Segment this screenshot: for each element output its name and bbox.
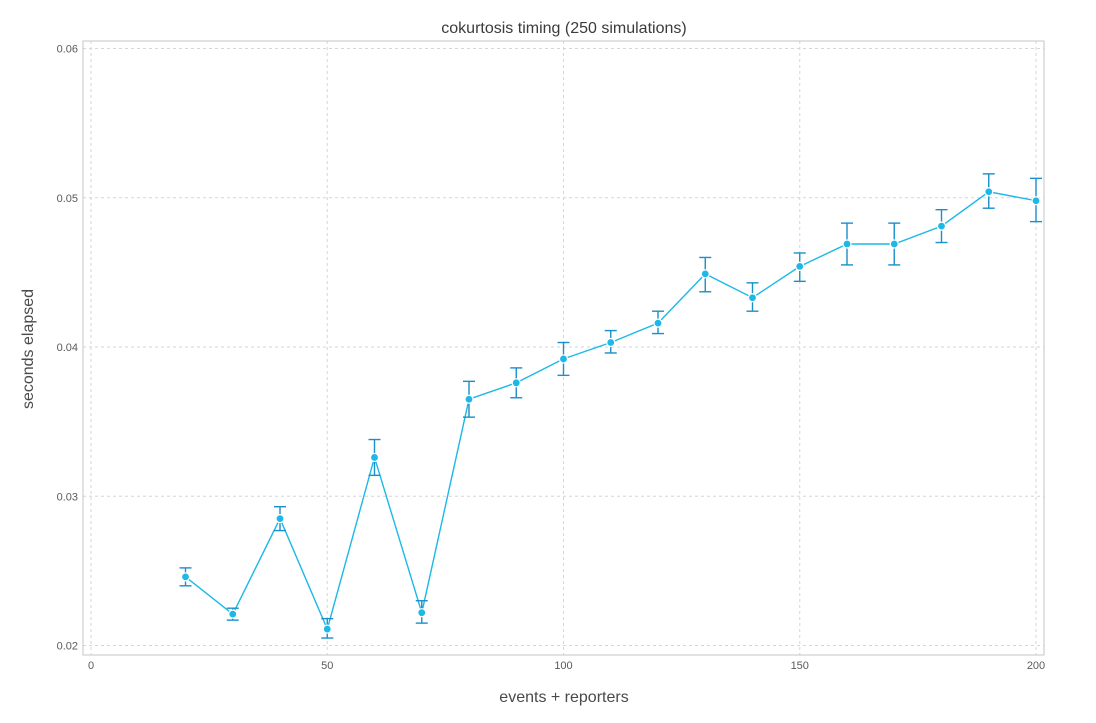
data-point [511,378,521,388]
data-point [180,572,191,582]
data-point [795,261,805,272]
data-point [322,624,332,634]
data-point [464,394,474,404]
data-point [936,221,947,231]
x-tick-label: 200 [1027,660,1045,672]
data-point [842,239,852,249]
data-point [228,609,238,619]
y-tick-label: 0.05 [57,193,78,205]
x-tick-label: 0 [88,660,94,672]
plot-frame [82,40,1045,656]
x-axis-label: events + reporters [499,689,628,706]
y-tick-label: 0.03 [57,491,78,503]
data-point [653,318,663,328]
series-line [185,191,1037,632]
y-tick-label: 0.04 [57,342,78,354]
data-series [179,173,1042,639]
y-tick-label: 0.06 [57,44,78,56]
y-tick-label: 0.02 [57,641,78,653]
data-point [700,269,710,279]
data-point [889,239,899,249]
tick-labels: 0 50 100 150 200 0.02 0.03 0.04 0.05 0.06 [57,44,1046,673]
data-point [369,452,380,463]
data-point [1031,196,1041,206]
x-tick-label: 100 [554,660,572,672]
data-point [275,514,285,524]
data-point [747,293,758,303]
chart-title: cokurtosis timing (250 simulations) [441,20,686,37]
data-point [558,354,569,364]
x-tick-label: 150 [791,660,809,672]
data-point [417,608,427,618]
data-point [984,187,994,197]
x-tick-label: 50 [321,660,333,672]
data-point [606,337,616,348]
y-axis-label: seconds elapsed [20,289,37,409]
